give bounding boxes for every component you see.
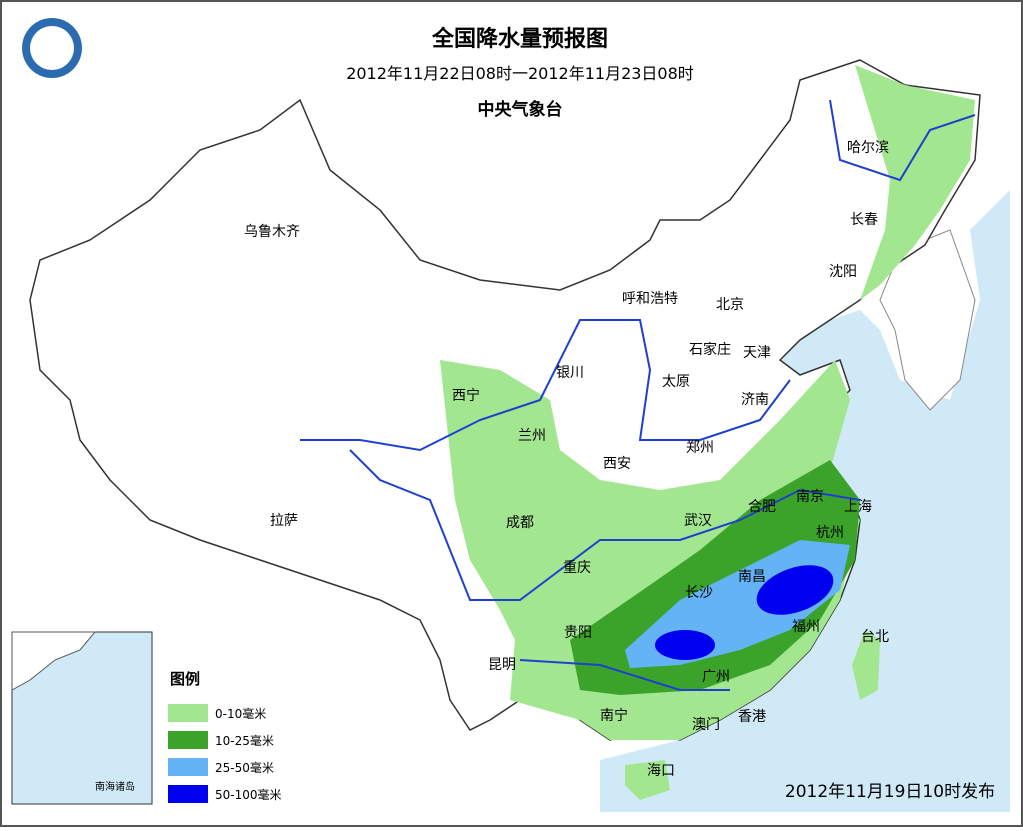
city-label: 石家庄 [689,341,731,358]
city-label: 南昌 [738,569,766,585]
legend-label: 50-100毫米 [215,787,282,802]
issuer: 中央气象台 [478,99,563,120]
city-label: 乌鲁木齐 [244,224,300,240]
city-label: 福州 [792,619,820,635]
city-label: 西宁 [452,387,480,404]
city-label: 长沙 [685,585,713,601]
city-label: 杭州 [816,525,844,541]
legend-swatch [168,785,208,803]
legend-title: 图例 [170,670,200,688]
zone-50-100 [655,630,715,660]
city-label: 长春 [850,212,878,228]
city-label: 南宁 [600,707,628,724]
city-label: 重庆 [563,560,591,576]
zone-taiwan [852,630,880,700]
city-label: 昆明 [488,657,516,673]
city-label: 上海 [844,499,872,515]
legend-label: 0-10毫米 [215,706,266,721]
korea [879,229,976,411]
legend-label: 25-50毫米 [215,760,274,775]
city-label: 澳门 [692,717,720,733]
city-label: 天津 [743,345,771,361]
inset: 南海诸岛 [11,631,153,805]
city-label: 郑州 [686,440,714,456]
city-label: 贵阳 [564,625,592,641]
rivers [300,99,976,691]
legend-swatch [168,758,208,776]
logo [30,26,74,70]
issued-date: 2012年11月19日10时发布 [785,782,995,802]
legend-swatch [168,731,208,749]
city-label: 南京 [796,489,824,505]
city-label: 北京 [716,297,744,313]
map-title: 全国降水量预报图 [431,26,608,52]
legend-swatch [168,704,208,722]
city-label: 呼和浩特 [622,291,678,307]
city-labels: 哈尔滨 长春 沈阳 乌鲁木齐 呼和浩特 北京 天津 石家庄 太原 银川 济南 西… [244,140,889,779]
city-label: 沈阳 [829,264,857,280]
zone-0-10 [855,65,975,300]
legend: 图例 0-10毫米 10-25毫米 25-50毫米 50-100毫米 [168,670,282,803]
city-label: 广州 [702,669,730,685]
inset-land [11,631,97,691]
legend-label: 10-25毫米 [215,733,274,748]
city-label: 济南 [741,392,769,408]
city-label: 太原 [662,374,690,390]
city-label: 海口 [647,763,675,779]
city-label: 兰州 [518,428,546,444]
city-label: 台北 [861,629,889,645]
inset-label: 南海诸岛 [95,780,135,793]
legend-items: 0-10毫米 10-25毫米 25-50毫米 50-100毫米 [168,704,282,803]
city-label: 香港 [738,709,766,725]
map-subtitle: 2012年11月22日08时一2012年11月23日08时 [346,64,694,83]
city-label: 成都 [506,515,534,531]
city-label: 拉萨 [270,513,298,529]
sea [600,190,1010,812]
city-label: 哈尔滨 [847,140,889,156]
zone-50-100 [756,565,834,615]
city-label: 银川 [556,365,584,381]
city-label: 合肥 [748,499,776,515]
city-label: 西安 [603,456,631,472]
city-label: 武汉 [684,513,712,529]
zone-hainan [625,760,670,800]
